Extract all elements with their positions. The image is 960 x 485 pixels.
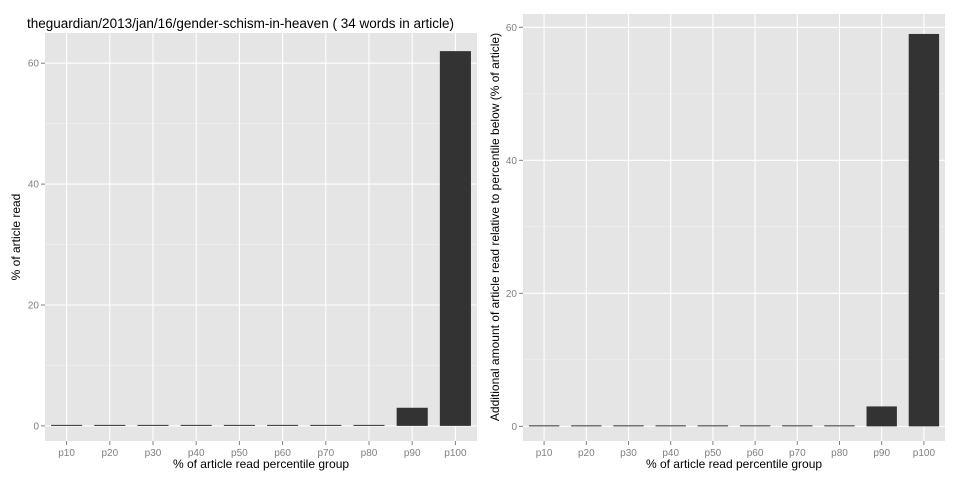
y-tick-label: 40	[506, 156, 518, 167]
x-tick-label: p20	[101, 448, 118, 459]
x-tick-label: p70	[317, 448, 334, 459]
bar-p20	[571, 425, 602, 427]
x-tick-label: p50	[705, 448, 722, 459]
bar-p10	[51, 424, 83, 426]
x-tick-label: p40	[188, 448, 205, 459]
y-tick-label: 0	[33, 421, 39, 432]
bar-p10	[528, 425, 560, 427]
y-tick-label: 0	[511, 422, 517, 433]
x-tick-label: p10	[536, 448, 553, 459]
y-tick-label: 60	[28, 59, 40, 70]
bar-p100	[908, 33, 940, 427]
x-tick-label: p80	[831, 448, 848, 459]
bar-p70	[310, 424, 342, 426]
x-axis-title: % of article read percentile group	[173, 457, 349, 471]
y-tick-label: 20	[506, 289, 518, 300]
bar-p80	[353, 424, 385, 426]
bar-p70	[782, 425, 813, 427]
x-tick-label: p10	[58, 448, 75, 459]
bar-p30	[137, 424, 169, 426]
x-tick-label: p50	[231, 448, 248, 459]
y-tick-label: 20	[28, 301, 40, 312]
x-tick-label: p60	[274, 448, 291, 459]
x-tick-label: p90	[404, 448, 421, 459]
x-axis-title: % of article read percentile group	[646, 457, 822, 471]
bar-p60	[267, 424, 299, 426]
y-axis-title: Additional amount of article read relati…	[488, 33, 502, 421]
x-tick-label: p30	[620, 448, 637, 459]
x-tick-label: p40	[662, 448, 679, 459]
x-tick-label: p100	[444, 448, 467, 459]
bar-p50	[697, 425, 729, 427]
bar-p30	[613, 425, 644, 427]
x-tick-label: p70	[789, 448, 806, 459]
x-tick-label: p100	[913, 448, 936, 459]
y-tick-label: 60	[506, 23, 518, 34]
plot-panel	[523, 14, 945, 441]
chart-2: 0 20 40 60 p10 p20 p30 p40 p50 p60 p70 p80 p90 p100 % …	[488, 14, 945, 471]
bar-p100	[439, 51, 471, 426]
bar-p90	[866, 406, 897, 427]
plot-panel	[45, 33, 477, 441]
chart-1: 0 20 40 60 p10 p20 p30 p40 p50 p60 p70 p80 p90 p100 th…	[9, 16, 477, 471]
bar-p20	[94, 424, 126, 426]
x-tick-label: p80	[361, 448, 378, 459]
x-tick-label: p20	[578, 448, 595, 459]
x-tick-label: p30	[145, 448, 162, 459]
bar-p40	[180, 424, 212, 426]
bar-p40	[655, 425, 686, 427]
y-axis-title: % of article read	[9, 194, 23, 281]
y-tick-label: 40	[28, 180, 40, 191]
bar-p80	[824, 425, 855, 427]
x-tick-label: p60	[747, 448, 764, 459]
x-tick-label: p90	[873, 448, 890, 459]
bar-p90	[396, 407, 428, 426]
chart-title: theguardian/2013/jan/16/gender-schism-in…	[27, 16, 454, 31]
bar-p60	[739, 425, 771, 427]
bar-p50	[223, 424, 255, 426]
